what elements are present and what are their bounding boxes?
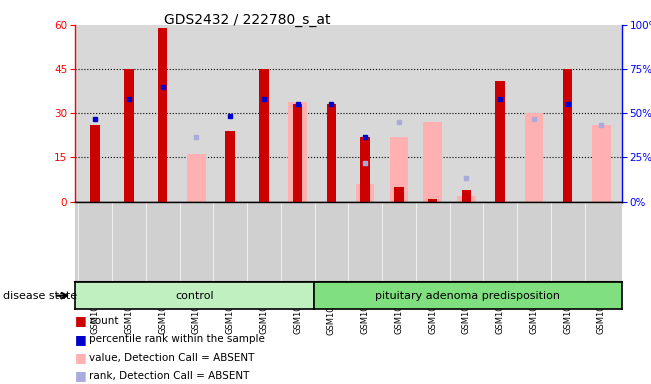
Bar [158,28,167,202]
Bar [361,137,370,202]
Bar [225,131,235,202]
Bar [563,69,572,202]
Bar [187,154,206,202]
Bar [457,196,476,202]
Bar [495,81,505,202]
Bar [327,104,336,202]
Text: count: count [89,316,118,326]
Text: ■: ■ [75,351,87,364]
Bar [395,187,404,202]
Bar [90,125,100,202]
Bar [428,199,437,202]
Text: ■: ■ [75,333,87,346]
Text: rank, Detection Call = ABSENT: rank, Detection Call = ABSENT [89,371,249,381]
Text: value, Detection Call = ABSENT: value, Detection Call = ABSENT [89,353,255,362]
Bar [293,104,302,202]
Text: GDS2432 / 222780_s_at: GDS2432 / 222780_s_at [164,13,331,27]
Bar [124,69,133,202]
Text: disease state: disease state [3,291,77,301]
Bar [525,113,543,202]
Bar [259,69,269,202]
Text: ■: ■ [75,369,87,382]
Text: ■: ■ [75,314,87,327]
Bar [592,125,611,202]
Text: control: control [175,291,214,301]
Bar [462,190,471,202]
Text: pituitary adenoma predisposition: pituitary adenoma predisposition [376,291,561,301]
Bar [423,122,442,202]
Bar [390,137,408,202]
Bar [356,184,374,202]
Text: percentile rank within the sample: percentile rank within the sample [89,334,265,344]
Bar [288,101,307,202]
